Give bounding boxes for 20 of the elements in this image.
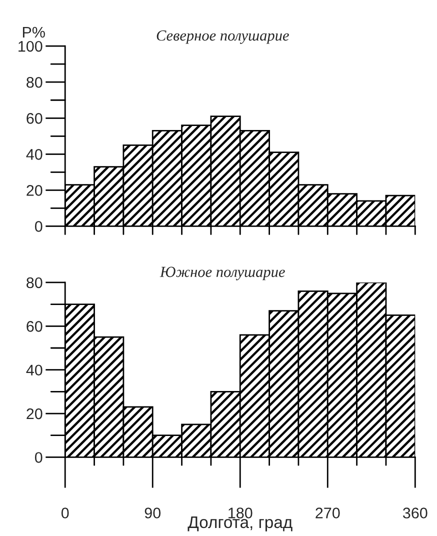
y-tick-label: 60: [26, 113, 42, 124]
x-tick-label: 90: [144, 508, 161, 518]
chart-title: Южное полушарие: [160, 266, 285, 280]
x-tick-label: 360: [402, 508, 428, 518]
y-axis-title: P%: [22, 26, 45, 38]
y-tick-label: 0: [34, 452, 42, 463]
y-tick-label: 40: [26, 364, 42, 376]
y-tick-label: 80: [26, 277, 42, 288]
y-tick-label: 20: [26, 408, 42, 420]
y-tick-label: 100: [18, 40, 42, 52]
y-tick-label: 40: [26, 149, 42, 160]
x-tick-label: 0: [61, 508, 69, 518]
y-tick-label: 20: [26, 185, 42, 196]
x-axis-title: Долгота, град: [188, 516, 292, 532]
y-tick-label: 80: [26, 76, 42, 88]
y-tick-label: 0: [34, 221, 42, 232]
chart-title: Северное полушарие: [156, 30, 289, 44]
x-tick-label: 270: [316, 508, 340, 518]
y-tick-label: 60: [26, 321, 42, 332]
x-tick-label: 180: [228, 508, 252, 518]
